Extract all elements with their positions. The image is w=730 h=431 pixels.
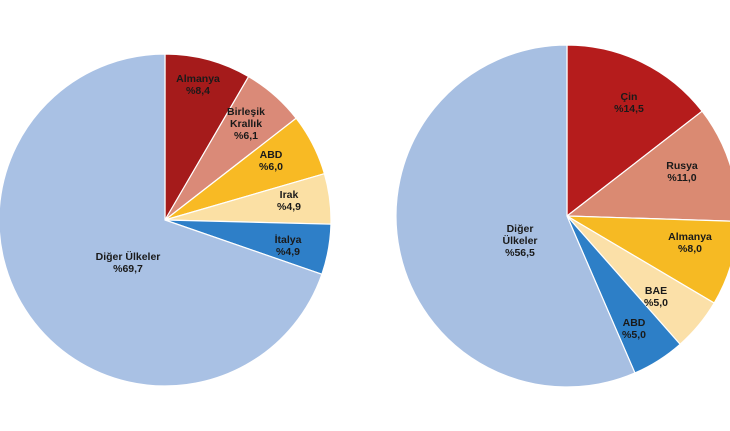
left-slice-label-line: %4,9 (277, 201, 301, 213)
left-slice-label-line: %8,4 (186, 85, 210, 97)
left-slice-label-abd: ABD %6,0 (259, 149, 283, 173)
left-slice-label-line: %6,1 (234, 130, 258, 142)
right-slice-label-line: BAE (645, 285, 667, 297)
left-slice-label-line: Almanya (176, 73, 220, 85)
right-slice-label-line: %56,5 (505, 247, 535, 259)
right-slice-label-bae: BAE %5,0 (644, 285, 668, 309)
left-pie-slice-diger-ulkeler (0, 53, 323, 387)
right-pie-slice-cin (566, 44, 703, 218)
right-slice-label-line: %11,0 (667, 172, 696, 184)
left-slice-label-birlesik-krallik: Birleşik Krallık %6,1 (227, 106, 265, 142)
left-slice-label-diger-ulkeler: Diğer Ülkeler %69,7 (96, 250, 161, 275)
left-slice-label-line: Krallık (230, 118, 262, 130)
left-slice-label-line: Diğer Ülkeler (96, 250, 161, 263)
left-slice-label-italya: İtalya %4,9 (275, 233, 302, 258)
right-slice-label-diger-ulkeler: Diğer Ülkeler %56,5 (502, 223, 537, 259)
left-slice-label-line: %69,7 (113, 263, 143, 275)
left-slice-label-line: İtalya (275, 233, 302, 246)
right-slice-label-line: Çin (621, 91, 638, 103)
left-slice-label-line: %4,9 (276, 246, 300, 258)
left-slice-label-irak: Irak %4,9 (277, 189, 301, 213)
right-slice-label-line: %5,0 (644, 297, 668, 309)
left-slice-label-line: Irak (280, 189, 299, 201)
right-slice-label-abd: ABD %5,0 (622, 317, 646, 341)
right-slice-label-line: ABD (623, 317, 646, 329)
right-slice-label-line: Rusya (666, 160, 698, 172)
right-slice-label-line: %5,0 (622, 329, 646, 341)
right-slice-label-line: Diğer (507, 223, 534, 235)
right-slice-label-line: Almanya (668, 231, 712, 243)
right-slice-label-cin: Çin %14,5 (614, 91, 644, 115)
left-slice-label-line: %6,0 (259, 161, 283, 173)
left-pie-slice-almanya (164, 53, 250, 223)
right-slice-label-line: %14,5 (614, 103, 644, 115)
right-slice-label-rusya: Rusya %11,0 (666, 160, 698, 184)
right-pie-slice-diger-ulkeler (395, 44, 636, 388)
right-slice-label-almanya: Almanya %8,0 (668, 231, 712, 255)
right-slice-label-line: Ülkeler (502, 234, 537, 247)
left-slice-label-almanya: Almanya %8,4 (176, 73, 220, 97)
right-slice-label-line: %8,0 (678, 243, 702, 255)
left-slice-label-line: Birleşik (227, 106, 265, 118)
left-slice-label-line: ABD (260, 149, 283, 161)
